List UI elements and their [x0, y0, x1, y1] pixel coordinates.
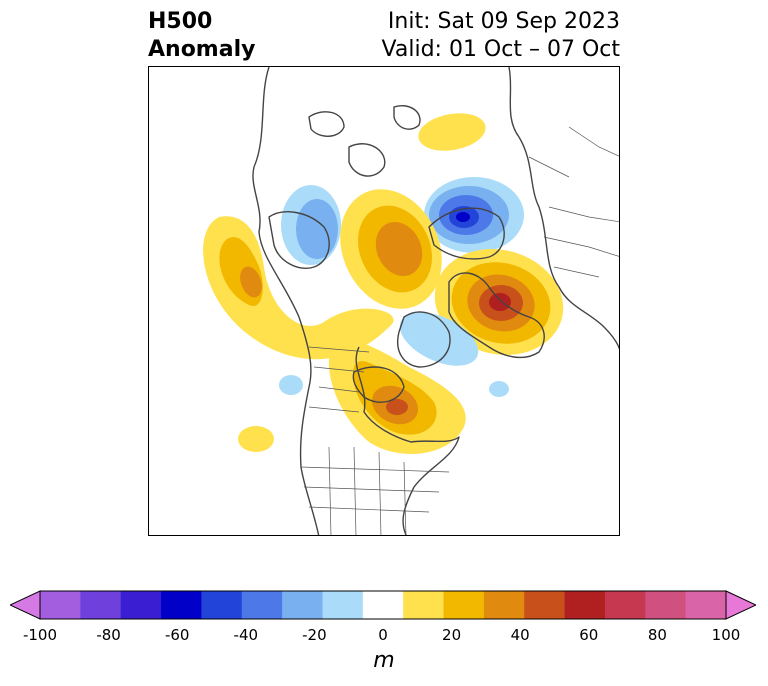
anomaly-europe-positive	[434, 249, 564, 355]
colorbar-segment	[403, 591, 445, 619]
colorbar-segment	[201, 591, 243, 619]
colorbar-tick-label: 60	[579, 626, 599, 644]
colorbar	[10, 590, 756, 620]
colorbar-tick-label: 40	[510, 626, 530, 644]
colorbar-segment	[161, 591, 202, 619]
colorbar-segment	[564, 591, 606, 619]
colorbar-segment	[40, 591, 81, 619]
colorbar-extend-low	[10, 590, 41, 620]
anomaly-greenland-negative	[281, 185, 341, 265]
anomaly-alaska-positive	[340, 189, 442, 309]
colorbar-segment	[604, 591, 646, 619]
colorbar-tick-label: 0	[378, 626, 388, 644]
title-variable: H500	[148, 9, 213, 34]
colorbar-tick-label: -40	[233, 626, 259, 644]
anomaly-arctic-positive	[418, 113, 486, 151]
anomaly-siberia-negative	[424, 177, 524, 253]
colorbar-extend-high	[725, 590, 756, 620]
colorbar-segment	[362, 591, 404, 619]
colorbar-segment	[443, 591, 485, 619]
coastlines	[252, 67, 619, 535]
colorbar-segment	[241, 591, 283, 619]
colorbar-tick-label: -60	[164, 626, 190, 644]
colorbar-tick-label: 80	[647, 626, 667, 644]
colorbar-tick-label: 100	[711, 626, 741, 644]
colorbar-border	[39, 590, 727, 620]
colorbar-ticks: -100 -80 -60 -40 -20 0 20 40 60 80 100	[0, 626, 768, 646]
colorbar-segment	[645, 591, 687, 619]
colorbar-segment	[282, 591, 323, 619]
colorbar-tick-label: -100	[22, 626, 58, 644]
anomaly-pacific-positive	[203, 216, 394, 360]
valid-range: Valid: 01 Oct – 07 Oct	[381, 37, 620, 62]
colorbar-tick-label: -20	[302, 626, 327, 644]
title-left: H500 Anomaly	[148, 8, 255, 64]
colorbar-segment	[80, 591, 122, 619]
political-borders	[300, 126, 619, 535]
map-panel	[148, 66, 620, 536]
title-right: Init: Sat 09 Sep 2023 Valid: 01 Oct – 07…	[382, 8, 620, 64]
colorbar-segment	[120, 591, 162, 619]
colorbar-segment	[322, 591, 364, 619]
colorbar-segment	[524, 591, 566, 619]
colorbar-unit: m	[373, 648, 395, 673]
title-field: Anomaly	[148, 37, 256, 62]
colorbar-tick-label: 20	[442, 626, 462, 644]
init-date: Init: Sat 09 Sep 2023	[387, 9, 620, 34]
colorbar-tick-label: -80	[96, 626, 121, 644]
colorbar-segment	[685, 591, 727, 619]
colorbar-segment	[483, 591, 525, 619]
anomaly-map	[203, 67, 619, 535]
